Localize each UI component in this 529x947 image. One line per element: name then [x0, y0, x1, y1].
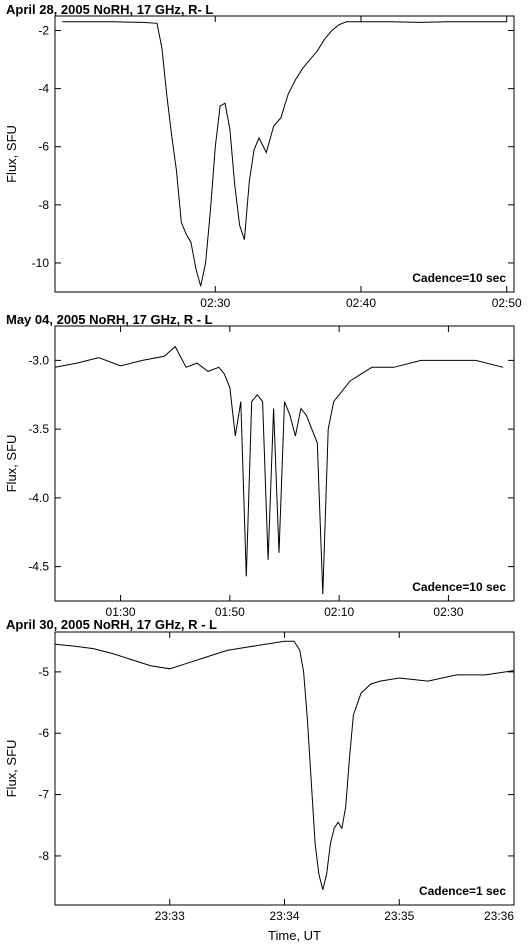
cadence-label: Cadence=10 sec	[412, 271, 506, 285]
x-tick-label: 23:34	[269, 909, 299, 923]
plot-frame	[54, 15, 515, 293]
y-tick-label: -4.0	[28, 491, 49, 505]
flux-series-line	[54, 640, 515, 890]
y-tick-label: -8	[38, 849, 49, 863]
x-tick-label: 02:40	[346, 296, 376, 310]
plot-frame	[54, 631, 515, 906]
flux-series-line	[54, 345, 504, 595]
y-axis-label: Flux, SFU	[4, 435, 19, 493]
y-tick-label: -6	[38, 140, 49, 154]
flux-series-line	[62, 21, 507, 287]
plot-frame	[54, 325, 515, 602]
y-axis-label: Flux, SFU	[4, 125, 19, 183]
x-tick-label: 02:50	[492, 296, 522, 310]
x-tick-label: 23:33	[155, 909, 185, 923]
x-tick-label: 02:30	[200, 296, 230, 310]
x-tick-label: 23:35	[384, 909, 414, 923]
panel-1-title: April 28, 2005 NoRH, 17 GHz, R- L	[6, 2, 214, 17]
y-tick-label: -6	[38, 726, 49, 740]
y-tick-label: -10	[32, 256, 50, 270]
y-tick-label: -2	[38, 24, 49, 38]
x-tick-label: 01:30	[106, 605, 136, 619]
y-tick-label: -7	[38, 788, 49, 802]
y-tick-label: -8	[38, 198, 49, 212]
y-tick-label: -4.5	[28, 560, 49, 574]
x-tick-label: 02:30	[433, 605, 463, 619]
y-tick-label: -3.0	[28, 353, 49, 367]
x-axis-label: Time, UT	[268, 928, 321, 943]
x-tick-label: 02:10	[324, 605, 354, 619]
cadence-label: Cadence=1 sec	[419, 884, 506, 898]
y-tick-label: -3.5	[28, 422, 49, 436]
y-tick-label: -5	[38, 665, 49, 679]
x-tick-label: 01:50	[215, 605, 245, 619]
panel-3-title: April 30, 2005 NoRH, 17 GHz, R - L	[6, 617, 217, 632]
panel-2-title: May 04, 2005 NoRH, 17 GHz, R - L	[6, 312, 213, 327]
y-axis-label: Flux, SFU	[4, 740, 19, 798]
x-tick-label: 23:36	[484, 909, 514, 923]
cadence-label: Cadence=10 sec	[412, 580, 506, 594]
y-tick-label: -4	[38, 82, 49, 96]
